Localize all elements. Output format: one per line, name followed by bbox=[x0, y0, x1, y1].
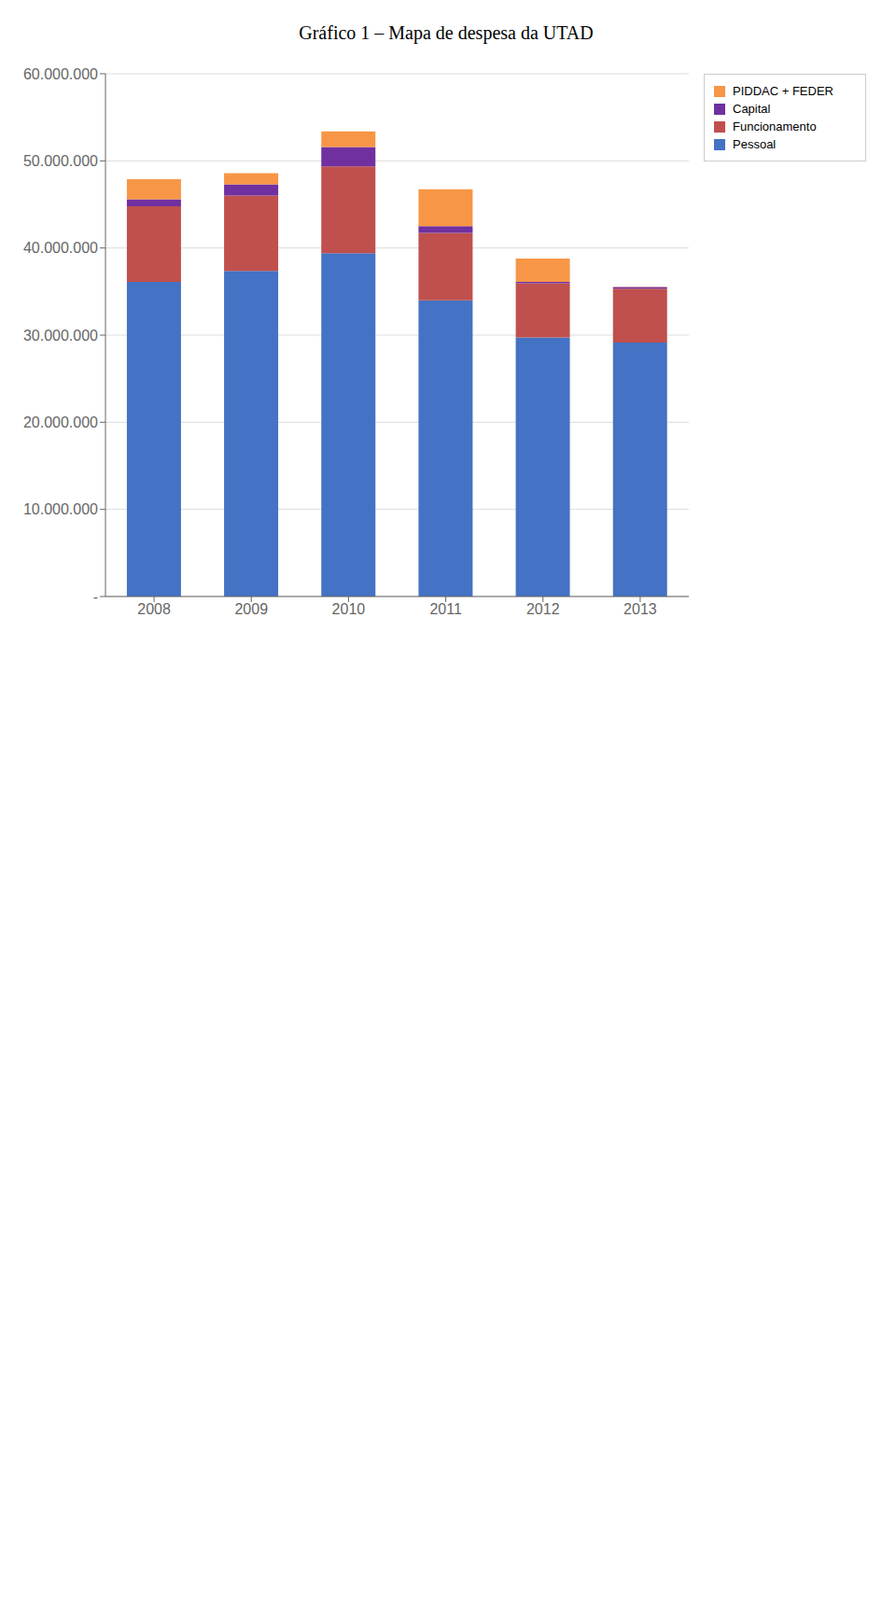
svg-text:60.000.000: 60.000.000 bbox=[23, 66, 98, 83]
svg-text:2010: 2010 bbox=[332, 601, 366, 617]
svg-text:20.000.000: 20.000.000 bbox=[23, 414, 98, 431]
svg-text:50.000.000: 50.000.000 bbox=[23, 153, 98, 169]
svg-text:2009: 2009 bbox=[234, 601, 268, 617]
svg-text:2008: 2008 bbox=[137, 601, 171, 617]
svg-text:2013: 2013 bbox=[623, 601, 658, 617]
svg-text:30.000.000: 30.000.000 bbox=[23, 327, 98, 344]
svg-text:2012: 2012 bbox=[526, 601, 560, 617]
html-text:Funcionamento: Funcionamento bbox=[732, 119, 817, 134]
svg-text:40.000.000: 40.000.000 bbox=[23, 239, 98, 256]
html-text:Gráfico 1 – Mapa de despesa da: Gráfico 1 – Mapa de despesa da UTAD bbox=[298, 22, 594, 43]
svg-text:2011: 2011 bbox=[429, 601, 462, 617]
html-text:Capital: Capital bbox=[732, 101, 771, 116]
html-text:PIDDAC + FEDER: PIDDAC + FEDER bbox=[732, 84, 834, 98]
svg-text:-: - bbox=[93, 588, 98, 605]
html-text:Pessoal: Pessoal bbox=[732, 137, 776, 152]
svg-text:10.000.000: 10.000.000 bbox=[23, 501, 98, 518]
